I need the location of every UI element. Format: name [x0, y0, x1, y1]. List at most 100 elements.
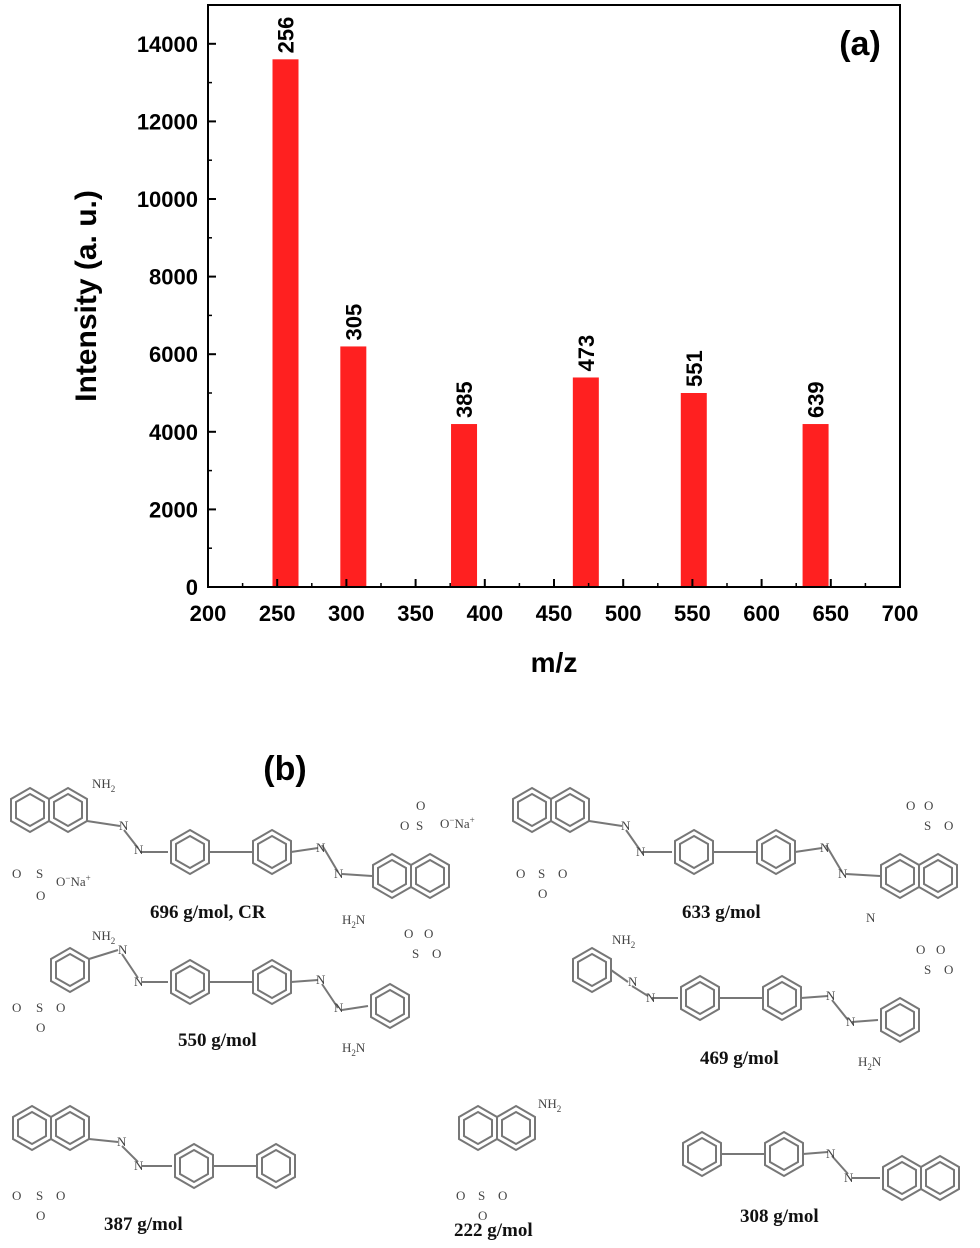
molecule-label: 308 g/mol — [740, 1206, 819, 1227]
y-tick-label: 14000 — [137, 32, 198, 57]
y-axis-ticks: 0 2000 4000 6000 8000 10000 12000 14000 — [137, 32, 216, 600]
svg-text:O: O — [56, 1188, 65, 1203]
svg-text:O: O — [36, 1020, 45, 1035]
svg-text:N: N — [820, 840, 830, 855]
svg-text:S: S — [538, 866, 545, 881]
svg-text:N: N — [636, 844, 646, 859]
x-tick-label: 500 — [605, 601, 642, 626]
svg-text:O: O — [478, 1208, 487, 1223]
svg-text:N: N — [621, 818, 631, 833]
molecule-label: 469 g/mol — [700, 1048, 779, 1069]
svg-text:N: N — [117, 1134, 127, 1149]
svg-text:O: O — [906, 798, 915, 813]
svg-text:N: N — [118, 942, 128, 957]
y-tick-label: 2000 — [149, 497, 198, 522]
svg-text:N: N — [838, 866, 848, 881]
svg-text:S: S — [478, 1188, 485, 1203]
bar-value-label: 385 — [452, 381, 477, 418]
svg-text:N: N — [334, 1000, 344, 1015]
plot-frame — [207, 4, 901, 588]
molecule-387: N N S O O O 387 g/mol — [12, 1105, 296, 1235]
x-tick-label: 700 — [882, 601, 919, 626]
svg-text:N: N — [134, 974, 144, 989]
svg-text:O: O — [56, 1000, 65, 1015]
svg-text:N: N — [826, 988, 836, 1003]
x-tick-label: 550 — [674, 601, 711, 626]
x-tick-label: 300 — [328, 601, 365, 626]
y-tick-label: 8000 — [149, 265, 198, 290]
svg-text:N: N — [844, 1170, 854, 1185]
bar-value-label: 305 — [341, 304, 366, 341]
svg-text:O: O — [12, 1000, 21, 1015]
svg-text:O: O — [538, 886, 547, 901]
svg-text:O: O — [924, 798, 933, 813]
bar-639 — [802, 424, 829, 587]
svg-text:N: N — [316, 972, 326, 987]
svg-text:O: O — [424, 926, 433, 941]
y-tick-label: 10000 — [137, 187, 198, 212]
svg-text:N: N — [826, 1146, 836, 1161]
svg-text:NH2: NH2 — [92, 776, 115, 794]
y-axis-label: Intensity (a. u.) — [70, 190, 103, 402]
svg-text:NH2: NH2 — [612, 932, 635, 950]
structures-panel: (b) NH2 N N N N S O O O−Na+ S O O O−Na+ … — [10, 750, 960, 1241]
x-tick-label: 650 — [812, 601, 849, 626]
molecule-469: NH2 N N N N S O O O H2N 469 g/mol — [572, 932, 953, 1072]
x-tick-label: 350 — [397, 601, 434, 626]
svg-text:O−Na+: O−Na+ — [56, 873, 91, 889]
bar-551 — [680, 393, 707, 587]
x-tick-label: 450 — [536, 601, 573, 626]
bar-labels-layer: 256 305 385 473 551 639 — [274, 17, 829, 418]
bars-layer — [272, 59, 829, 587]
x-tick-label: 250 — [259, 601, 296, 626]
molecule-label: 550 g/mol — [178, 1030, 257, 1051]
svg-text:N: N — [846, 1014, 856, 1029]
svg-text:S: S — [412, 946, 419, 961]
bar-value-label: 473 — [574, 335, 599, 372]
svg-text:O: O — [944, 818, 953, 833]
bar-473 — [572, 377, 599, 587]
panel-label-b: (b) — [263, 750, 306, 788]
svg-text:S: S — [416, 818, 423, 833]
x-axis-label: m/z — [531, 647, 578, 678]
svg-text:NH2: NH2 — [538, 1096, 561, 1114]
x-tick-label: 400 — [466, 601, 503, 626]
svg-text:O: O — [498, 1188, 507, 1203]
svg-text:O: O — [12, 866, 21, 881]
svg-text:N: N — [316, 840, 326, 855]
svg-text:O: O — [404, 926, 413, 941]
svg-text:O: O — [456, 1188, 465, 1203]
svg-text:S: S — [36, 1188, 43, 1203]
svg-text:O: O — [936, 942, 945, 957]
svg-text:O: O — [432, 946, 441, 961]
x-axis-ticks: 200 250 300 350 400 450 500 550 600 650 700 — [190, 579, 919, 626]
bar-385 — [451, 424, 478, 587]
molecule-633: N N N N S O O O S O O O N 633 g/mol — [512, 787, 958, 925]
svg-text:N: N — [866, 910, 876, 925]
y-tick-label: 12000 — [137, 109, 198, 134]
x-tick-label: 600 — [743, 601, 780, 626]
y-tick-label: 6000 — [149, 342, 198, 367]
svg-text:H2N: H2N — [858, 1054, 882, 1072]
molecule-308: N N 308 g/mol — [682, 1131, 960, 1227]
svg-text:H2N: H2N — [342, 912, 366, 930]
bar-256 — [272, 59, 299, 587]
svg-text:O−Na+: O−Na+ — [440, 815, 475, 831]
svg-text:N: N — [646, 990, 656, 1005]
svg-text:N: N — [119, 818, 129, 833]
panel-label-a: (a) — [839, 25, 881, 63]
bar-305 — [340, 346, 367, 587]
svg-text:O: O — [558, 866, 567, 881]
molecule-cr-696: NH2 N N N N S O O O−Na+ S O O O−Na+ H2N … — [10, 776, 475, 930]
bar-value-label: 256 — [274, 17, 299, 54]
svg-text:S: S — [36, 1000, 43, 1015]
svg-text:S: S — [924, 962, 931, 977]
y-tick-label: 0 — [186, 575, 198, 600]
svg-text:N: N — [134, 1158, 144, 1173]
svg-text:N: N — [334, 866, 344, 881]
molecule-label: 633 g/mol — [682, 902, 761, 923]
svg-text:O: O — [516, 866, 525, 881]
x-tick-label: 200 — [190, 601, 227, 626]
molecule-label: 387 g/mol — [104, 1214, 183, 1235]
molecule-550: NH2 N N N N S O O O S O O O H2N 550 g/mo… — [12, 926, 441, 1058]
